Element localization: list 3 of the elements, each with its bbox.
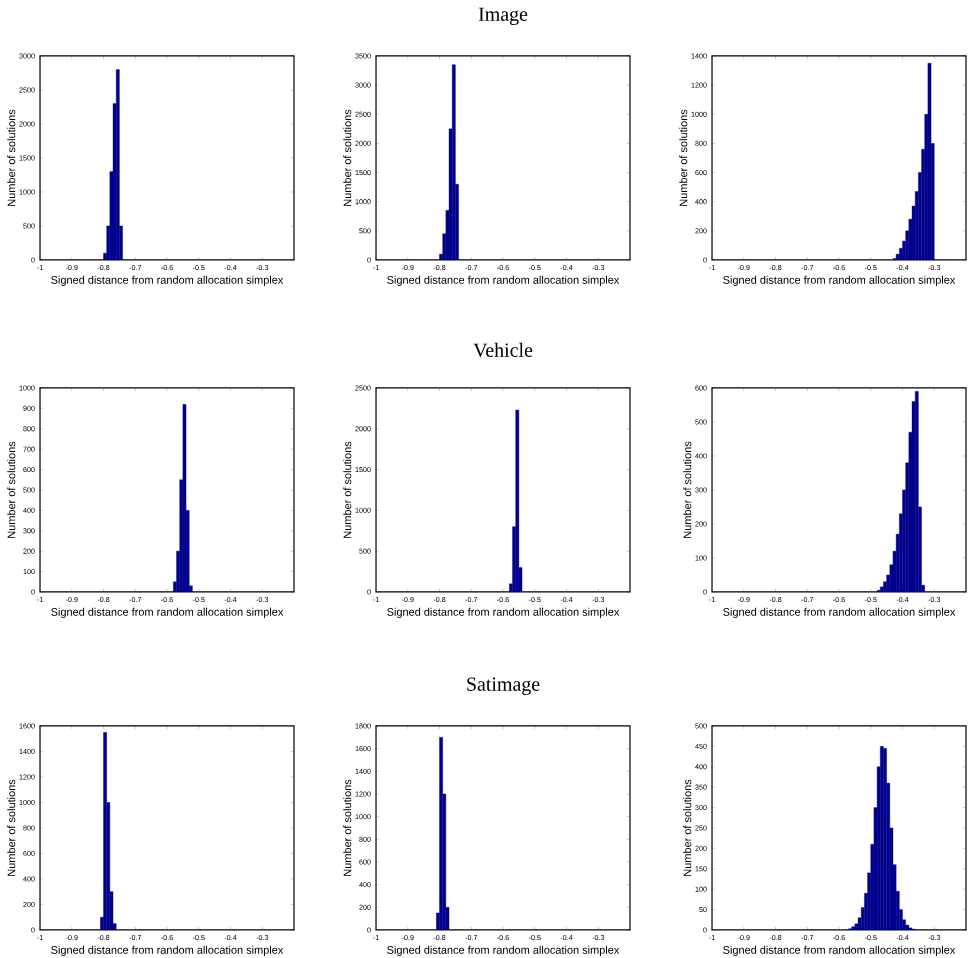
chart-title: Satimage xyxy=(467,677,540,696)
chart-title: Vehicle xyxy=(473,342,533,358)
chart-title: Image xyxy=(478,7,528,26)
